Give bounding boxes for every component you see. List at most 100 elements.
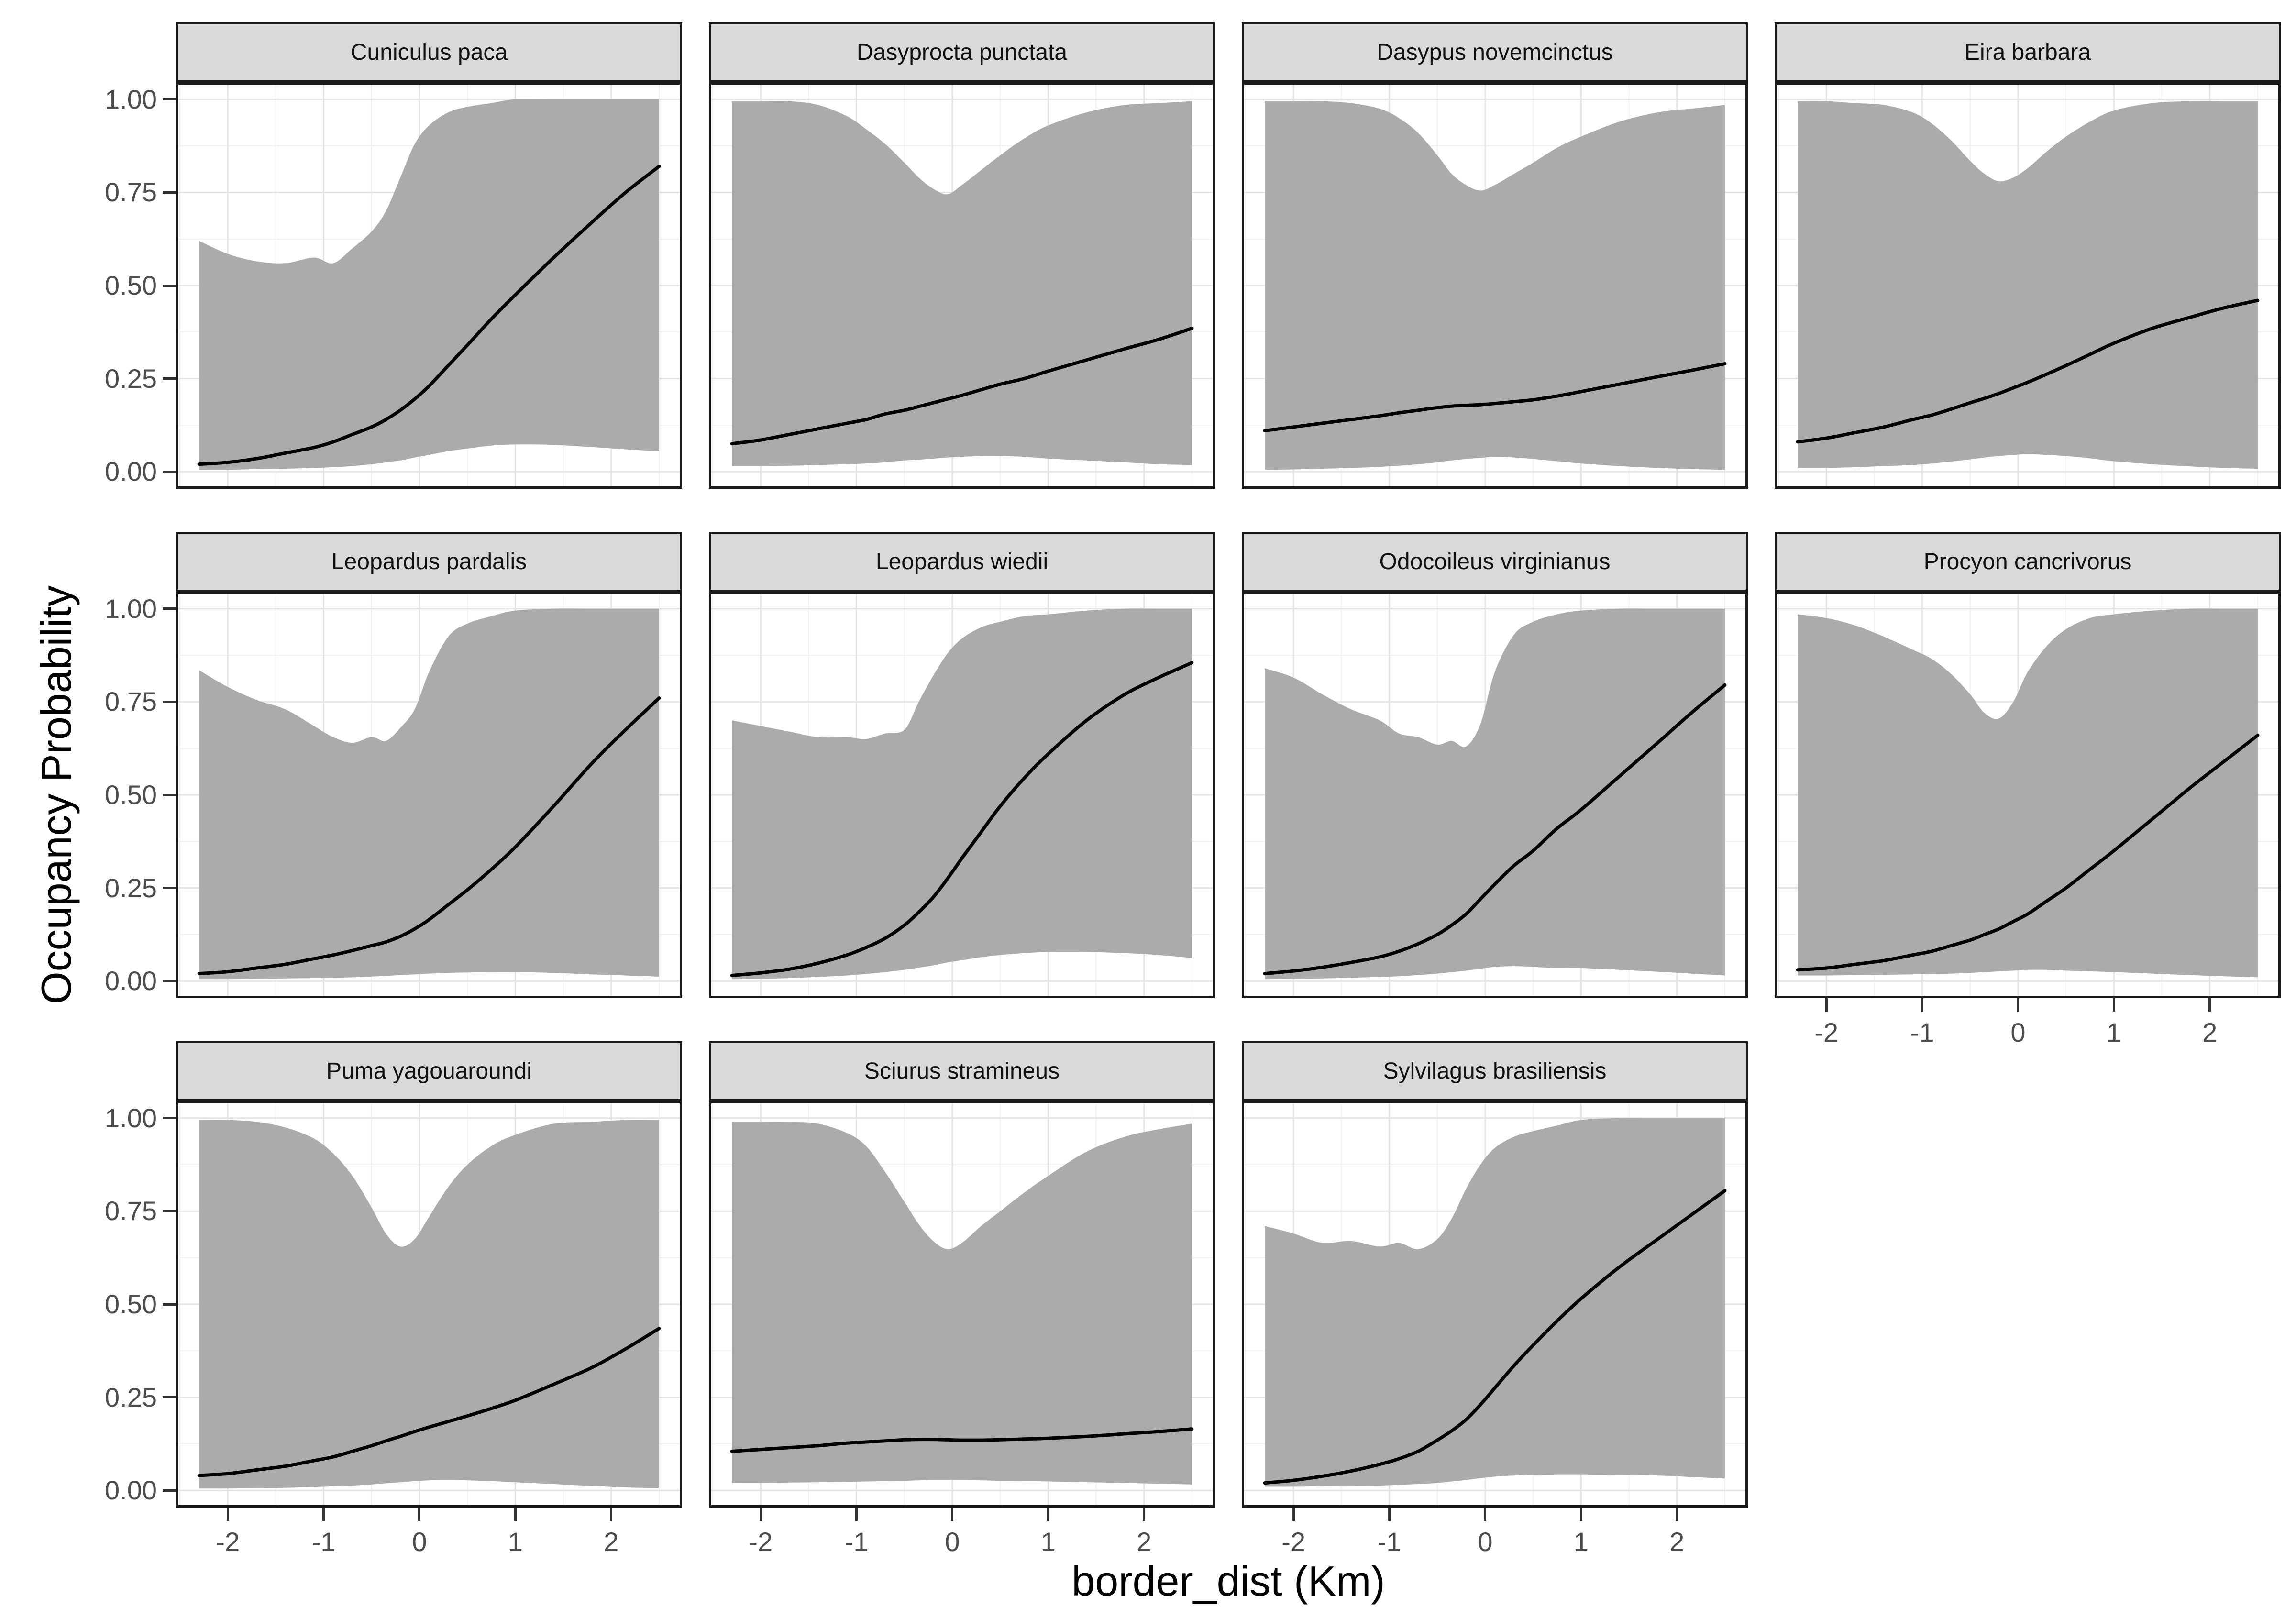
y-tick-mark: [163, 1489, 176, 1492]
facet-plot-area: [709, 82, 1215, 489]
x-tick-label: 0: [945, 1527, 960, 1557]
facet-strip: Procyon cancrivorus: [1775, 532, 2281, 592]
mean-occupancy-line: [1263, 1189, 1727, 1485]
x-tick-mark: [2208, 998, 2211, 1012]
facet-strip: Leopardus pardalis: [176, 532, 682, 592]
mean-occupancy-line: [730, 327, 1194, 446]
mean-occupancy-line: [730, 1427, 1194, 1453]
x-tick-mark: [2017, 998, 2020, 1012]
x-tick-label: -2: [749, 1527, 773, 1557]
confidence-ribbon: [732, 608, 1192, 980]
x-tick-label: -1: [844, 1527, 869, 1557]
x-tick-label: 2: [1137, 1527, 1152, 1557]
y-tick-label: 0.50: [105, 1289, 157, 1319]
facet-plot-area: [176, 82, 682, 489]
y-tick-label: 0.50: [105, 780, 157, 810]
y-tick-label: 0.75: [105, 177, 157, 208]
y-tick-mark: [163, 191, 176, 194]
x-tick-mark: [1921, 998, 1924, 1012]
x-tick-mark: [951, 1508, 954, 1521]
x-tick-label: 1: [1040, 1527, 1056, 1557]
x-tick-label: 0: [1478, 1527, 1493, 1557]
y-tick-label: 0.25: [105, 363, 157, 394]
y-tick-label: 0.25: [105, 1382, 157, 1412]
y-tick-mark: [163, 470, 176, 473]
mean-occupancy-line: [1796, 298, 2260, 444]
facet-plot-area: [176, 592, 682, 998]
y-tick-label: 0.75: [105, 1196, 157, 1226]
x-tick-mark: [322, 1508, 325, 1521]
facet-plot-area: [1242, 592, 1748, 998]
x-tick-mark: [1825, 998, 1828, 1012]
facet-strip: Sylvilagus brasiliensis: [1242, 1041, 1748, 1101]
x-axis-title: border_dist (Km): [1071, 1557, 1385, 1605]
x-tick-mark: [855, 1508, 858, 1521]
confidence-ribbon: [199, 99, 659, 470]
mean-occupancy-line: [730, 661, 1194, 977]
x-tick-label: -2: [1814, 1017, 1839, 1047]
y-tick-label: 0.50: [105, 270, 157, 300]
y-tick-label: 1.00: [105, 84, 157, 114]
mean-occupancy-line: [197, 696, 661, 976]
y-tick-mark: [163, 1396, 176, 1399]
x-tick-mark: [514, 1508, 517, 1521]
x-tick-mark: [759, 1508, 762, 1521]
mean-occupancy-line: [1263, 362, 1727, 433]
confidence-ribbon: [1265, 1118, 1725, 1487]
confidence-ribbon: [1798, 101, 2258, 469]
facet-strip: Sciurus stramineus: [709, 1041, 1215, 1101]
y-tick-mark: [163, 700, 176, 703]
y-tick-mark: [163, 607, 176, 610]
x-tick-label: 2: [604, 1527, 619, 1557]
facet-strip: Leopardus wiedii: [709, 532, 1215, 592]
x-tick-label: 1: [508, 1527, 523, 1557]
x-tick-label: 0: [412, 1527, 427, 1557]
x-tick-mark: [418, 1508, 421, 1521]
x-tick-mark: [1579, 1508, 1582, 1521]
y-tick-label: 0.25: [105, 872, 157, 903]
x-tick-label: -2: [216, 1527, 240, 1557]
x-tick-label: 1: [1573, 1527, 1589, 1557]
y-tick-label: 1.00: [105, 593, 157, 624]
x-tick-label: 2: [1669, 1527, 1685, 1557]
confidence-ribbon: [1265, 101, 1725, 470]
mean-occupancy-line: [1263, 683, 1727, 976]
y-tick-mark: [163, 98, 176, 101]
x-tick-label: 0: [2010, 1017, 2026, 1047]
mean-occupancy-line: [197, 165, 661, 466]
confidence-ribbon: [1798, 608, 2258, 978]
confidence-ribbon: [1265, 608, 1725, 980]
facet-plot-area: [709, 592, 1215, 998]
x-tick-label: -2: [1281, 1527, 1306, 1557]
facet-strip: Puma yagouaroundi: [176, 1041, 682, 1101]
x-tick-label: 2: [2202, 1017, 2218, 1047]
x-tick-mark: [1143, 1508, 1146, 1521]
y-tick-label: 0.00: [105, 966, 157, 996]
confidence-ribbon: [199, 608, 659, 980]
x-tick-label: -1: [311, 1527, 336, 1557]
x-tick-mark: [2112, 998, 2115, 1012]
y-tick-mark: [163, 793, 176, 796]
confidence-ribbon: [732, 1122, 1192, 1485]
facet-plot-area: [1775, 82, 2281, 489]
y-tick-mark: [163, 887, 176, 890]
y-tick-label: 1.00: [105, 1102, 157, 1133]
x-tick-mark: [1292, 1508, 1295, 1521]
mean-occupancy-line: [1796, 734, 2260, 972]
facet-plot-area: [1775, 592, 2281, 998]
y-tick-mark: [163, 1117, 176, 1120]
facet-strip: Dasypus novemcinctus: [1242, 22, 1748, 82]
x-tick-mark: [610, 1508, 613, 1521]
x-tick-label: 1: [2106, 1017, 2121, 1047]
y-tick-mark: [163, 377, 176, 380]
y-tick-label: 0.00: [105, 456, 157, 487]
facet-strip: Odocoileus virginianus: [1242, 532, 1748, 592]
y-tick-label: 0.00: [105, 1475, 157, 1506]
x-tick-mark: [1388, 1508, 1391, 1521]
x-tick-label: -1: [1377, 1527, 1402, 1557]
x-tick-mark: [1484, 1508, 1487, 1521]
facet-plot-area: [176, 1101, 682, 1508]
x-tick-mark: [1676, 1508, 1678, 1521]
x-tick-mark: [226, 1508, 229, 1521]
